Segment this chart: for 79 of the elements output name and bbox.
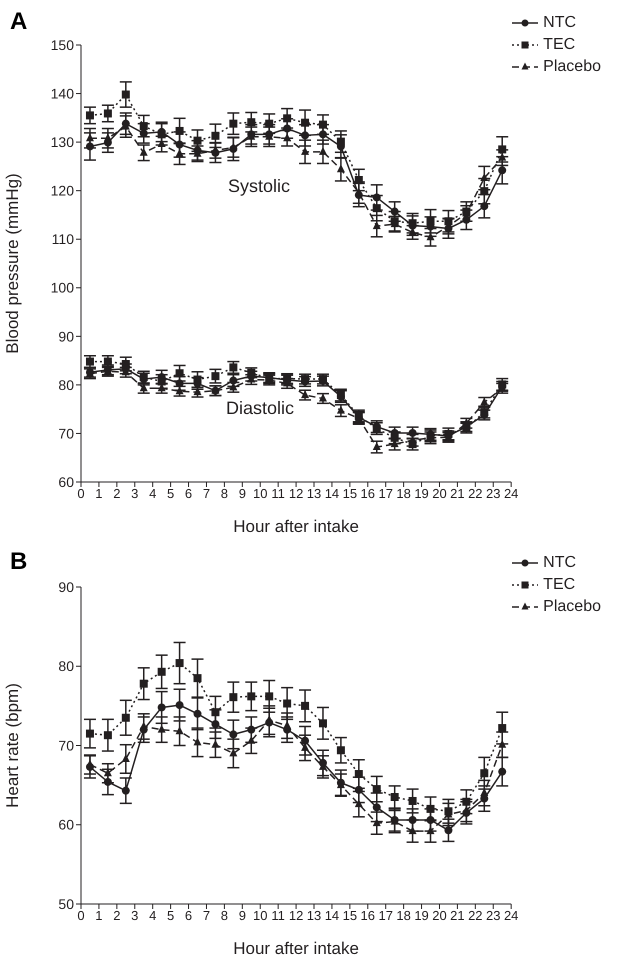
- y-tick-label: 70: [58, 425, 74, 442]
- x-tick-label: 12: [288, 908, 304, 924]
- legend-label: TEC: [543, 36, 576, 54]
- x-tick-label: 13: [306, 486, 322, 502]
- x-tick-label: 9: [238, 908, 246, 924]
- x-tick-label: 12: [288, 486, 304, 502]
- x-tick-label: 9: [238, 486, 246, 502]
- y-tick-label: 150: [50, 36, 74, 53]
- y-tick-label: 60: [58, 474, 74, 490]
- x-tick-label: 13: [306, 908, 322, 924]
- x-tick-label: 19: [414, 908, 429, 924]
- y-tick-label: 130: [50, 134, 74, 150]
- x-tick-label: 8: [220, 486, 228, 502]
- x-tick-label: 24: [504, 908, 518, 924]
- x-tick-label: 23: [486, 486, 500, 502]
- x-tick-label: 3: [131, 908, 138, 924]
- y-tick-label: 80: [58, 658, 74, 674]
- x-tick-label: 21: [450, 908, 465, 924]
- y-tick-label: 90: [58, 328, 74, 344]
- x-tick-label: 2: [113, 486, 120, 502]
- annotation: Systolic: [228, 176, 290, 197]
- x-tick-label: 1: [95, 486, 103, 502]
- y-tick-label: 100: [50, 280, 74, 296]
- legend-label: NTC: [543, 554, 576, 572]
- x-tick-label: 8: [220, 908, 228, 924]
- x-tick-label: 14: [324, 908, 340, 924]
- y-tick-label: 60: [58, 816, 74, 833]
- x-tick-label: 14: [324, 486, 340, 502]
- x-tick-label: 22: [468, 908, 483, 924]
- x-axis-title: Hour after intake: [233, 517, 359, 536]
- x-tick-label: 6: [184, 486, 192, 502]
- x-tick-label: 23: [486, 908, 500, 924]
- x-tick-label: 19: [414, 486, 429, 502]
- x-tick-label: 5: [167, 908, 174, 924]
- x-tick-label: 16: [360, 908, 376, 924]
- legend-label: Placebo: [543, 598, 601, 616]
- legend-label: TEC: [543, 576, 576, 594]
- x-tick-label: 18: [396, 908, 411, 924]
- x-tick-label: 18: [396, 486, 411, 502]
- x-tick-label: 10: [253, 486, 268, 502]
- y-tick-label: 140: [50, 86, 74, 102]
- x-tick-label: 20: [432, 908, 447, 924]
- x-tick-label: 22: [468, 486, 483, 502]
- x-tick-label: 15: [342, 486, 358, 502]
- legend-label: Placebo: [543, 58, 601, 76]
- y-axis-title: Heart rate (bpm): [3, 683, 22, 808]
- legend-label: NTC: [543, 14, 576, 32]
- y-tick-label: 120: [50, 182, 74, 199]
- y-tick-label: 50: [58, 896, 74, 912]
- chart-title: A: [10, 8, 28, 36]
- x-tick-label: 7: [202, 908, 210, 924]
- y-axis-title: Blood pressure (mmHg): [3, 173, 22, 354]
- x-tick-label: 4: [149, 486, 156, 502]
- x-tick-label: 17: [378, 486, 393, 502]
- x-tick-label: 6: [184, 908, 192, 924]
- x-tick-label: 10: [253, 908, 268, 924]
- x-tick-label: 7: [202, 486, 210, 502]
- x-tick-label: 0: [77, 908, 85, 924]
- x-tick-label: 20: [432, 486, 447, 502]
- x-tick-label: 21: [450, 486, 465, 502]
- x-tick-label: 17: [378, 908, 393, 924]
- x-tick-label: 3: [131, 486, 138, 502]
- x-tick-label: 5: [167, 486, 174, 502]
- chart-title: B: [10, 548, 28, 576]
- x-tick-label: 11: [271, 486, 285, 502]
- y-tick-label: 110: [52, 231, 74, 248]
- x-axis-title: Hour after intake: [233, 939, 359, 958]
- x-tick-label: 24: [504, 486, 518, 502]
- x-tick-label: 11: [271, 908, 285, 924]
- x-tick-label: 15: [342, 908, 358, 924]
- y-tick-label: 80: [58, 376, 74, 393]
- x-tick-label: 4: [149, 908, 156, 924]
- y-tick-label: 90: [58, 578, 74, 595]
- x-tick-label: 0: [77, 486, 85, 502]
- annotation: Diastolic: [226, 398, 294, 419]
- x-tick-label: 16: [360, 486, 376, 502]
- y-tick-label: 70: [58, 737, 74, 754]
- x-tick-label: 1: [95, 908, 103, 924]
- x-tick-label: 2: [113, 908, 120, 924]
